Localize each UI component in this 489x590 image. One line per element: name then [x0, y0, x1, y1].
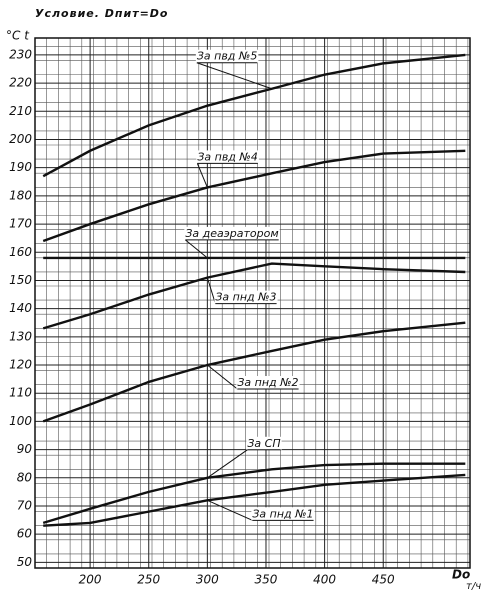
y-tick-label: 90	[17, 442, 33, 456]
y-tick-label: 130	[9, 329, 32, 343]
y-tick-label: 170	[9, 217, 32, 231]
annotation-leader	[206, 277, 216, 304]
x-tick-label: 450	[372, 573, 395, 587]
series-line	[42, 262, 466, 330]
series-annotation: За деаэратором	[185, 227, 278, 240]
series-annotation: За СП	[247, 437, 280, 450]
y-tick-label: 200	[9, 132, 32, 146]
y-tick-label: 180	[9, 188, 32, 202]
plot-frame	[34, 37, 471, 569]
annotation-bg	[246, 436, 282, 450]
y-tick-label: 160	[9, 245, 32, 259]
y-tick-label: 110	[9, 386, 32, 400]
series-annotation: За пвд №4	[197, 150, 258, 163]
y-axis-label: °C t	[6, 29, 30, 43]
x-axis-label: Do	[452, 568, 470, 582]
series-annotation: За пнд №1	[252, 507, 313, 520]
annotation-leader	[207, 364, 238, 390]
chart-title: Условие. Dпит=Do	[35, 7, 168, 20]
series-annotation: За пнд №2	[237, 376, 298, 389]
annotation-bg	[214, 290, 278, 304]
y-tick-label: 140	[9, 301, 32, 315]
series-line	[42, 462, 466, 525]
series-line	[42, 321, 466, 423]
y-tick-label: 150	[9, 273, 32, 287]
y-tick-label: 120	[9, 358, 32, 372]
x-tick-label: 200	[79, 573, 102, 587]
series-annotation: За пнд №3	[215, 291, 276, 304]
x-axis-unit: т/ч	[466, 581, 481, 590]
y-tick-label: 230	[9, 47, 32, 61]
annotation-leader	[185, 239, 208, 259]
annotation-leader	[196, 62, 273, 90]
y-tick-label: 190	[9, 160, 32, 174]
annotation-bg	[195, 49, 259, 63]
x-tick-label: 300	[196, 573, 219, 587]
x-tick-label: 350	[255, 573, 278, 587]
annotation-bg	[251, 507, 315, 521]
annotation-bg	[196, 150, 259, 164]
y-tick-label: 70	[17, 498, 33, 512]
annotation-leader	[207, 499, 253, 521]
y-tick-label: 80	[17, 470, 33, 484]
y-tick-label: 60	[17, 527, 33, 541]
annotation-leader	[196, 163, 208, 188]
y-tick-label: 100	[9, 414, 32, 428]
annotation-bg	[184, 226, 280, 240]
y-tick-label: 50	[17, 555, 33, 569]
series-annotation: За пвд №5	[197, 50, 258, 63]
x-tick-label: 400	[313, 573, 336, 587]
series-line	[42, 149, 466, 243]
y-tick-label: 210	[9, 104, 32, 118]
series-line	[42, 53, 466, 178]
annotation-bg	[236, 376, 300, 390]
annotation-leader	[207, 449, 248, 479]
series-line	[43, 473, 466, 527]
y-tick-label: 220	[9, 76, 32, 90]
x-tick-label: 250	[137, 573, 160, 587]
